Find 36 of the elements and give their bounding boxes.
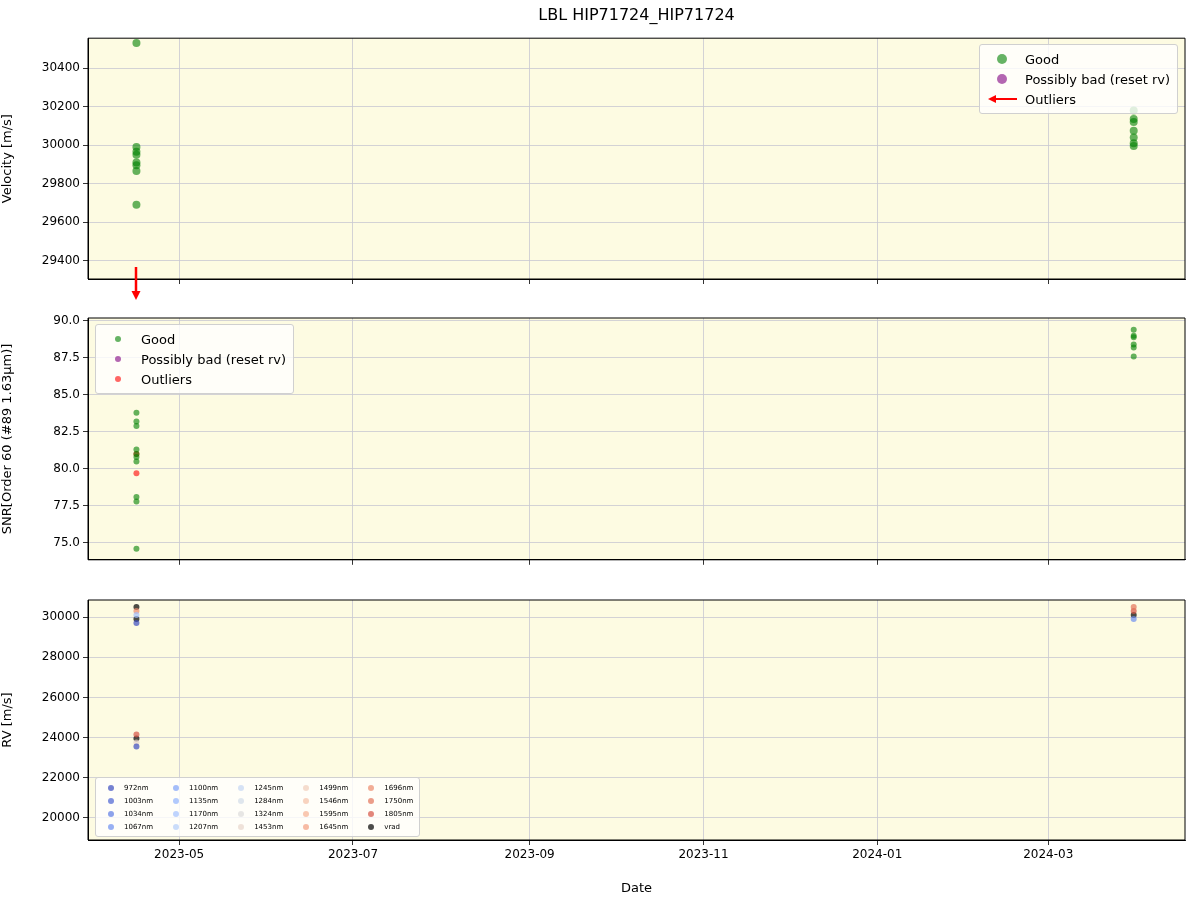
y-tick-label: 77.5 — [53, 497, 80, 512]
x-tick-label: 2024-01 — [852, 847, 903, 862]
y-tick-label: 82.5 — [53, 424, 80, 438]
y-tick-label: 30000 — [41, 609, 80, 624]
y-tick-label: 80.0 — [53, 460, 80, 475]
y-tick-label: 30000 — [41, 137, 80, 152]
y-axis-title: SNR[Order 60 (#89 1.63μm)] — [0, 343, 15, 535]
y-axis-title: Velocity [m/s] — [0, 114, 15, 204]
y-tick-label: 30400 — [41, 60, 80, 75]
y-tick-label: 85.0 — [53, 387, 80, 402]
y-tick-label: 90.0 — [53, 313, 80, 328]
chart-title: LBL HIP71724_HIP71724 — [537, 4, 736, 26]
y-tick-label: 30200 — [41, 98, 80, 113]
x-tick-label: 2023-07 — [327, 847, 379, 862]
y-tick-label: 29800 — [41, 175, 80, 190]
legend-label: Outliers — [141, 371, 192, 387]
legend-label: Possibly bad (reset rv) — [141, 351, 287, 367]
x-axis-title: Date — [620, 879, 653, 895]
y-tick-label: 87.5 — [53, 350, 80, 365]
y-tick-label: 26000 — [41, 689, 80, 704]
y-tick-label: 20000 — [41, 810, 80, 825]
legend-label: Possibly bad (reset rv) — [1025, 71, 1171, 87]
legend-label: Good — [1025, 51, 1060, 67]
x-tick-label: 2023-11 — [678, 847, 729, 862]
y-tick-label: 75.0 — [53, 534, 80, 549]
x-tick-label: 2023-09 — [504, 847, 555, 862]
y-tick-label: 24000 — [41, 729, 80, 744]
legend-label: Outliers — [1025, 91, 1076, 107]
y-tick-label: 28000 — [41, 649, 80, 664]
y-axis-title: RV [m/s] — [0, 692, 15, 748]
x-tick-label: 2024-03 — [1023, 847, 1074, 862]
y-tick-label: 29400 — [41, 252, 80, 267]
legend-label: Good — [141, 331, 176, 347]
x-tick-label: 2023-05 — [154, 847, 205, 862]
y-tick-label: 29600 — [41, 214, 80, 229]
y-tick-label: 22000 — [41, 769, 80, 784]
